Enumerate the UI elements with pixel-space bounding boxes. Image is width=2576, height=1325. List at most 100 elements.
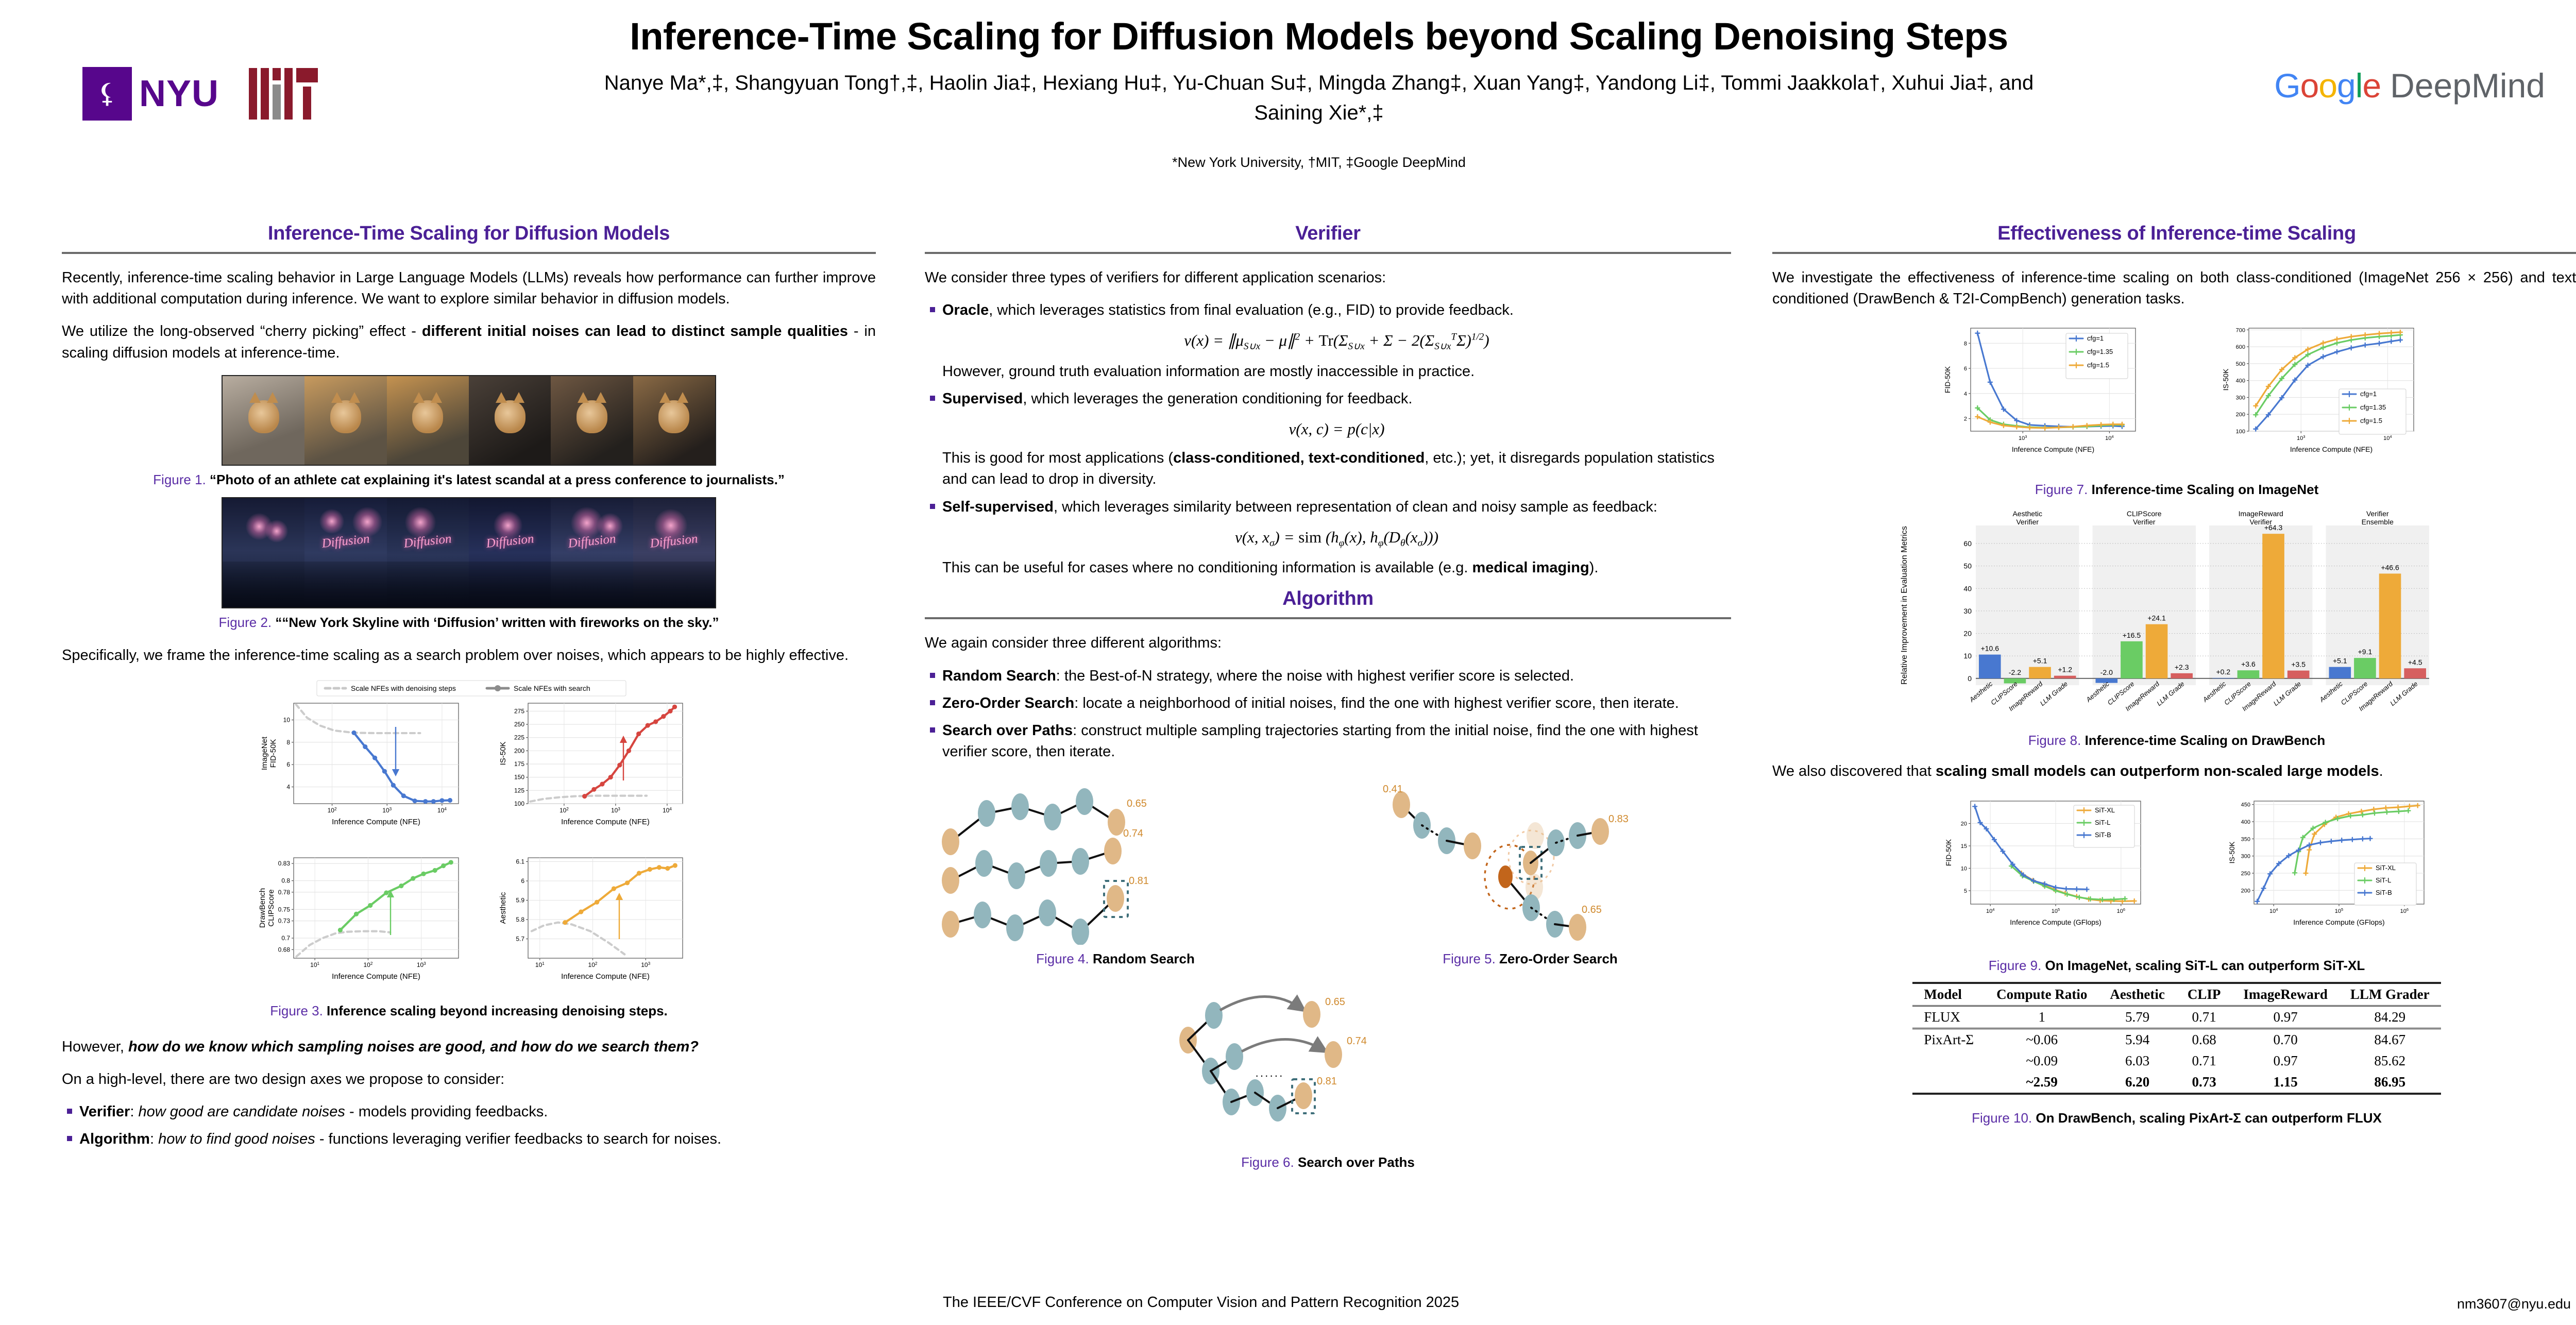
figure-8-text: Inference-time Scaling on DrawBench: [2084, 733, 2326, 749]
svg-text:Relative Improvement in Evalua: Relative Improvement in Evaluation Metri…: [1900, 526, 1909, 685]
axis-algorithm: Algorithm: how to find good noises - fun…: [62, 1129, 876, 1150]
table-cell: 85.62: [2374, 1052, 2406, 1068]
diffusion-text: Diffusion: [567, 532, 617, 551]
figure-3-number: Figure 3.: [270, 1003, 323, 1018]
svg-text:50: 50: [1963, 562, 1972, 570]
svg-text:150: 150: [514, 774, 524, 781]
svg-text:0.74: 0.74: [1347, 1035, 1367, 1047]
svg-text:Aesthetic: Aesthetic: [499, 892, 507, 924]
svg-text:+46.6: +46.6: [2381, 564, 2399, 572]
figure-5-diagram: 0.41 0.83 0.65: [1383, 784, 1629, 941]
svg-text:8: 8: [1964, 341, 1967, 347]
table-cell: ~0.09: [2026, 1052, 2058, 1068]
svg-text:103: 103: [382, 806, 392, 814]
verifier-self-label: Self-supervised: [942, 498, 1054, 515]
figure-2-caption: Figure 2. ““New York Skyline with ‘Diffu…: [62, 615, 876, 631]
svg-text:0.7: 0.7: [281, 935, 290, 942]
self-supervised-equation: v(x, xσ) = sim (hφ(x), hφ(Dθ(xσ))): [1234, 528, 1439, 549]
svg-text:20: 20: [1963, 630, 1972, 638]
table-cell: ~2.59: [1985, 1071, 2099, 1095]
svg-text:400: 400: [2241, 819, 2250, 825]
svg-text:cfg=1: cfg=1: [2087, 334, 2104, 342]
table-cell: 6.20: [2098, 1071, 2176, 1095]
table-cell-model: PixArt-Σ: [1912, 1027, 1986, 1050]
axis-verifier-em: how good are candidate noises: [138, 1103, 345, 1120]
table-row: PixArt-Σ ~0.06 5.94 0.68 0.70 84.67: [1912, 1027, 2441, 1050]
author-line-1: Nanye Ma*,‡, Shangyuan Tong†,‡, Haolin J…: [604, 72, 2034, 94]
table-cell-model: [1912, 1050, 1985, 1072]
figure-9-chart: 5 10 15 20 104 105 106 Inference Compute (GFlop…: [1944, 800, 2425, 926]
svg-text:102: 102: [588, 961, 598, 969]
figure-7-text: Inference-time Scaling on ImageNet: [2091, 482, 2319, 498]
svg-text:0.68: 0.68: [278, 946, 291, 953]
svg-text:+0.2: +0.2: [2216, 668, 2230, 676]
svg-text:8: 8: [286, 739, 290, 746]
svg-text:+64.3: +64.3: [2264, 523, 2283, 532]
table-cell: 86.95: [2338, 1071, 2441, 1095]
th-imagereward: ImageReward: [2232, 981, 2339, 1007]
axis-verifier-label: Verifier: [79, 1103, 130, 1120]
verifier-supervised-rest: , which leverages the generation conditi…: [1023, 390, 1413, 407]
column-right: Effectiveness of Inference-time Scaling …: [1772, 223, 2576, 1126]
p2-bold: different initial noises can lead to dis…: [421, 323, 848, 340]
verifier-oracle: Oracle, which leverages statistics from …: [925, 300, 1731, 382]
p2-part-c: - in scaling diffusion models at inferen…: [62, 323, 876, 361]
table-body: FLUX 1 5.79 0.71 0.97 84.29 PixArt-Σ ~0.06 5.94 0…: [1912, 1006, 2441, 1095]
svg-text:102: 102: [328, 806, 337, 814]
svg-text:+10.6: +10.6: [1981, 644, 1999, 653]
diffusion-text: Diffusion: [321, 532, 370, 551]
left-logos: ⚸ NYU: [82, 67, 318, 121]
table-cell: 84.29: [2374, 1009, 2406, 1025]
figure-3-caption: Figure 3. Inference scaling beyond incre…: [62, 1003, 876, 1019]
svg-text:SiT-L: SiT-L: [2095, 819, 2110, 826]
svg-text:cfg=1.35: cfg=1.35: [2087, 348, 2113, 355]
figure-1-caption: Figure 1. “Photo of an athlete cat expla…: [62, 472, 876, 488]
algorithm-search-over-paths: Search over Paths: construct multiple sa…: [925, 720, 1731, 762]
figure-7-chart: 2 4 6 8 103 104 Inference Compute (NFE) FID-50K…: [1943, 328, 2414, 453]
diffusion-text: Diffusion: [403, 532, 452, 551]
svg-text:106: 106: [2117, 907, 2125, 914]
self-note-bold: medical imaging: [1472, 559, 1589, 576]
svg-text:+1.2: +1.2: [2058, 666, 2072, 674]
figure-9-caption: Figure 9. On ImageNet, scaling SiT-L can…: [1772, 958, 2576, 974]
svg-text:cfg=1.35: cfg=1.35: [2360, 403, 2386, 411]
figure-6-caption: Figure 6. Search over Paths: [925, 1154, 1731, 1170]
poster-title: Inference-Time Scaling for Diffusion Mod…: [630, 15, 2008, 58]
figure-6-number: Figure 6.: [1241, 1154, 1294, 1170]
svg-text:Verifier: Verifier: [2016, 518, 2039, 526]
supervised-note: This is good for most applications (clas…: [942, 448, 1731, 490]
svg-text:+5.1: +5.1: [2333, 657, 2347, 665]
footer-email: nm3607@nyu.edu: [2456, 1296, 2571, 1312]
self-note-a: This can be useful for cases where no co…: [942, 559, 1472, 576]
alg-random-rest: : the Best-of-N strategy, where the nois…: [1056, 667, 1574, 684]
th-llm-grader: LLM Grader: [2338, 981, 2441, 1007]
table-row: FLUX 1 5.79 0.71 0.97 84.29: [1912, 1006, 2441, 1028]
figure-7-caption: Figure 7. Inference-time Scaling on Imag…: [1772, 482, 2576, 498]
svg-text:225: 225: [514, 734, 524, 741]
rp2-a: We also discovered that: [1772, 763, 1936, 780]
svg-text:200: 200: [514, 747, 524, 754]
svg-text:6.1: 6.1: [516, 858, 524, 865]
axis-algorithm-label: Algorithm: [79, 1131, 150, 1148]
verifier-section-title: Verifier: [1295, 223, 1361, 244]
svg-text:0.65: 0.65: [1325, 996, 1345, 1008]
svg-text:Scale NFEs with search: Scale NFEs with search: [514, 684, 590, 692]
figure-2-image-strip: Diffusion Diffusion Diffusion Diffusion: [222, 497, 716, 608]
svg-text:Inference Compute (NFE): Inference Compute (NFE): [2290, 445, 2372, 453]
svg-text:IS-50K: IS-50K: [499, 741, 507, 765]
oracle-equation: v(x) = ∥μS∪x − μ∥2 + Tr(ΣS∪x + Σ − 2(ΣS∪…: [1184, 331, 1489, 352]
footer-conference: The IEEE/CVF Conference on Computer Visi…: [943, 1294, 1460, 1311]
svg-text:30: 30: [1963, 607, 1972, 615]
svg-text:Verifier: Verifier: [2366, 509, 2389, 518]
svg-text:IS-50K: IS-50K: [2228, 841, 2236, 863]
table-cell: 0.97: [2273, 1009, 2298, 1025]
svg-text:DrawBench: DrawBench: [258, 888, 267, 928]
svg-text:+16.5: +16.5: [2123, 631, 2141, 639]
oracle-note: However, ground truth evaluation informa…: [942, 363, 1475, 380]
svg-text:0.65: 0.65: [1582, 904, 1602, 915]
svg-text:-2.2: -2.2: [2009, 668, 2021, 676]
self-note-c: ).: [1589, 559, 1599, 576]
figure-5-text: Zero-Order Search: [1499, 951, 1618, 967]
svg-text:Inference Compute (NFE): Inference Compute (NFE): [561, 972, 650, 981]
supervised-equation: v(x, c) = p(c|x): [1289, 420, 1385, 438]
